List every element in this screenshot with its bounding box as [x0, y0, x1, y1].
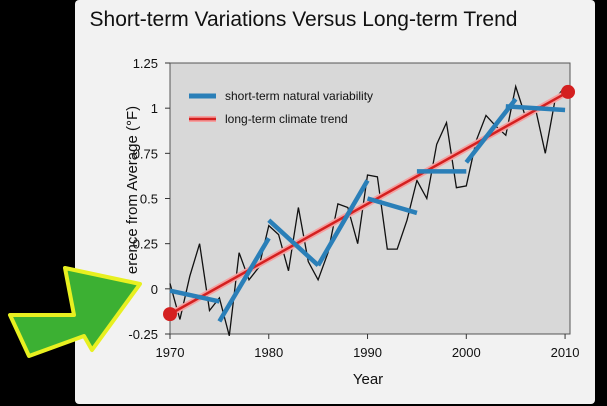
variability-segment: [464, 97, 518, 164]
y-tick-label: 0.5: [140, 192, 158, 207]
x-tick-label: 1970: [156, 345, 185, 360]
variability-segment: [217, 237, 271, 323]
x-axis-label: Year: [353, 371, 383, 388]
y-tick-label: 0.25: [133, 237, 158, 252]
y-tick-label: 1: [151, 101, 158, 116]
trend-line: [168, 90, 570, 316]
y-tick-label: 1.25: [133, 56, 158, 71]
x-tick-label: 2010: [551, 345, 580, 360]
variability-segment: [316, 179, 370, 267]
chart-title: Short-term Variations Versus Long-term T…: [89, 8, 518, 31]
x-tick-label: 1990: [353, 345, 382, 360]
variability-segment: [366, 196, 418, 216]
y-tick-label: 0.75: [133, 146, 158, 161]
y-tick-label: 0: [151, 282, 158, 297]
x-tick-label: 2000: [452, 345, 481, 360]
variability-segment: [267, 218, 320, 268]
y-axis-label: erence from Average (°F): [124, 106, 141, 274]
trend-end-point: [561, 84, 576, 99]
variability-segment: [505, 104, 566, 113]
variability-segment: [169, 288, 220, 304]
y-tick-label: -0.25: [128, 327, 158, 342]
legend-label: long-term climate trend: [225, 112, 348, 126]
legend-label: short-term natural variability: [225, 89, 373, 103]
trend-start-point: [163, 307, 177, 322]
x-tick-label: 1980: [254, 345, 283, 360]
